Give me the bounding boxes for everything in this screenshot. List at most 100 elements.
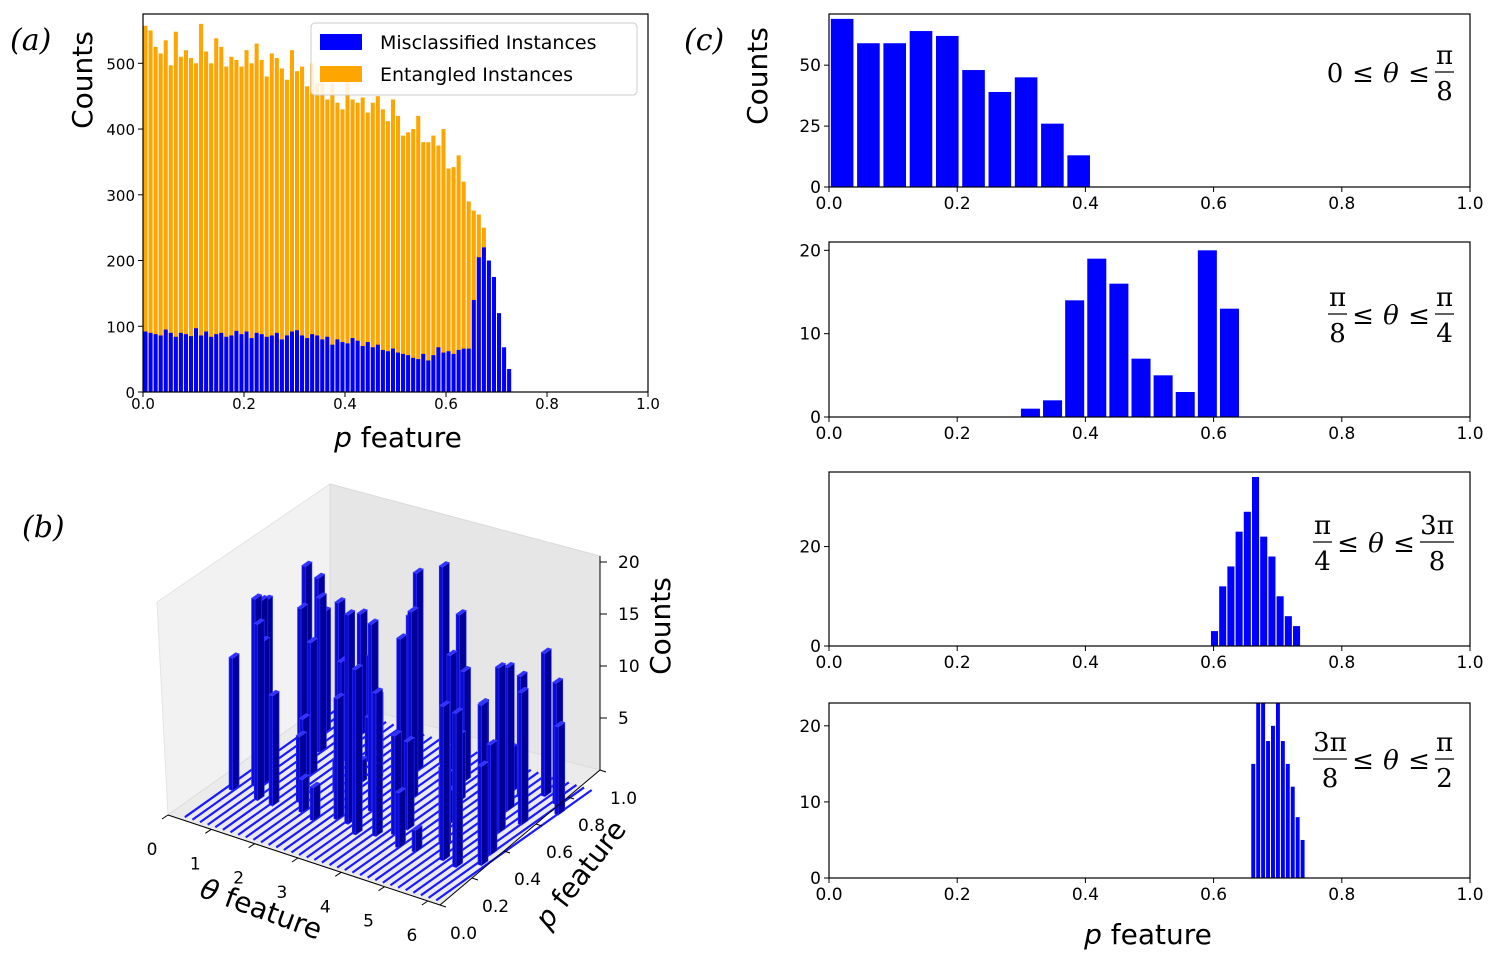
x-tick-label: 1.0 [1456, 653, 1483, 673]
a-bar-s1 [345, 343, 350, 392]
math-symbol: θ [1383, 746, 1399, 776]
a-bar-s0 [183, 50, 188, 392]
a-bar-s1 [153, 334, 158, 392]
bar3d-front [268, 694, 273, 807]
math-symbol: θ [1383, 59, 1399, 89]
bar3d-top [306, 636, 318, 644]
a-bar-s0 [295, 71, 300, 392]
bar3d-front [372, 691, 377, 837]
a-bar-s0 [461, 181, 466, 392]
a-bar-s1 [451, 353, 456, 392]
bar3d-side [232, 653, 240, 792]
a-bar-s0 [168, 65, 173, 392]
panel-c-x-rest: feature [1102, 918, 1212, 951]
fraction-numerator: π [1329, 283, 1346, 313]
a-bar-s0 [143, 25, 148, 393]
y-tick-label: 100 [106, 318, 135, 336]
bar3d-side [302, 774, 310, 814]
math-symbol: 0 [1327, 59, 1344, 89]
a-bar-s0 [441, 129, 446, 393]
bar3d-side [375, 688, 383, 838]
p-tick-mark [439, 904, 447, 908]
legend-box [310, 22, 638, 96]
x-tick-label: 0.0 [815, 424, 842, 444]
fraction-numerator: π [1436, 41, 1453, 71]
x-tick-label: 0.2 [232, 395, 256, 413]
panel-c3-bars [1210, 476, 1301, 646]
y-tick-label: 25 [799, 117, 821, 137]
panel-c3: 0.0 0.2 0.4 0.6 0.8 1.0 020 π4≤ θ ≤3π8 [799, 471, 1484, 673]
panel-a-x-rest: feature [352, 421, 462, 454]
a-bar-s1 [446, 351, 451, 392]
fraction-denominator: 2 [1436, 764, 1453, 794]
a-bar-s0 [224, 66, 229, 392]
a-bar-s0 [269, 53, 274, 392]
bar3d-front [351, 668, 357, 836]
bar3d-top [439, 700, 451, 708]
bar3d-front [411, 828, 416, 853]
y-tick-label: 0 [125, 384, 135, 402]
a-bar-s1 [461, 348, 466, 392]
c1-bar [1041, 123, 1064, 187]
x-tick-label: 0.4 [1072, 885, 1099, 905]
bar3d-top [394, 787, 407, 794]
bar3d-front [477, 764, 482, 866]
floor-bar [306, 746, 463, 859]
a-bar-s1 [355, 340, 360, 392]
bar3d-top [334, 597, 346, 604]
a-bar-s1 [163, 329, 168, 392]
x-tick-label: 0.8 [1328, 424, 1355, 444]
x-tick-label: 0.8 [535, 395, 559, 413]
a-bar-s1 [295, 330, 300, 392]
theta-tick-mark [248, 843, 255, 849]
legend-label-misclassified: Misclassified Instances [380, 32, 597, 54]
a-bar-s1 [239, 334, 244, 392]
y-tick-label: 20 [799, 717, 821, 737]
panel-a-x-axis-label: p feature [333, 421, 462, 454]
a-bar-s0 [188, 58, 193, 392]
a-bar-s0 [416, 115, 421, 392]
a-bar-s0 [274, 58, 279, 392]
panel-c1-bars [830, 18, 1090, 188]
y-tick-label: 50 [799, 56, 821, 76]
c1-bar [962, 70, 985, 187]
a-bar-s0 [229, 56, 234, 392]
a-bar-s1 [234, 330, 239, 392]
bar3d-top [494, 662, 507, 669]
panel-b-theta-ticks: 0 1 2 3 4 5 6 [147, 814, 429, 946]
c4-bar [1285, 763, 1290, 878]
x-tick-label: 1.0 [636, 395, 660, 413]
c1-bar [988, 91, 1012, 187]
bar3d-top [250, 593, 263, 600]
bar3d-top [268, 689, 280, 697]
x-tick-label: 0.0 [815, 885, 842, 905]
c4-bar [1251, 763, 1256, 878]
counts-tick-label: 10 [618, 657, 640, 677]
bar3d-side [481, 761, 489, 867]
theta-rest: feature [212, 878, 327, 947]
bar3d-top [351, 663, 363, 671]
c1-bar [883, 43, 907, 187]
bar3d-front [309, 786, 314, 822]
bar3d-side [310, 637, 318, 776]
a-bar-s0 [264, 76, 269, 392]
x-tick-label: 0.4 [333, 395, 357, 413]
a-bar-s0 [396, 115, 401, 392]
a-bar-s0 [466, 201, 471, 392]
c1-bar [830, 18, 854, 187]
x-tick-label: 0.0 [131, 395, 155, 413]
a-bar-s1 [360, 345, 365, 392]
legend-label-entangled: Entangled Instances [380, 64, 573, 86]
bar3d-side [313, 782, 321, 822]
bar3d-top [554, 720, 566, 728]
fraction-denominator: 4 [1436, 319, 1453, 349]
c4-bar [1266, 741, 1271, 878]
panel-c4-y-ticks: 0 10 20 [799, 717, 829, 889]
y-tick-label: 10 [799, 325, 821, 345]
panel-c3-range-label: π4≤ θ ≤3π8 [1313, 511, 1454, 577]
panel-a-x-var: p [333, 421, 352, 454]
x-tick-label: 0.4 [1072, 194, 1099, 214]
c3-bar [1276, 596, 1284, 646]
a-bar-s1 [199, 335, 204, 392]
a-bar-s1 [274, 332, 279, 392]
